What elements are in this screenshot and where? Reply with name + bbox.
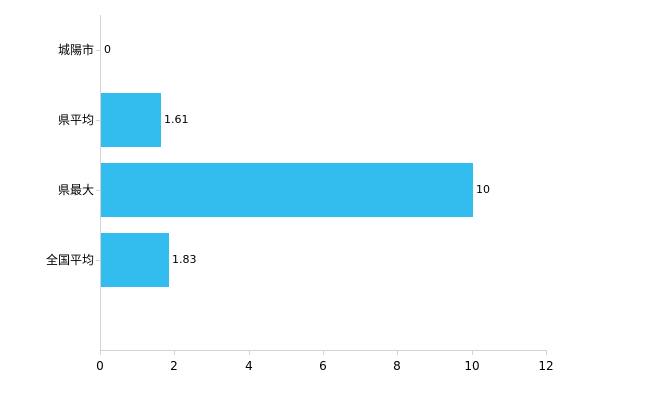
x-tick-mark xyxy=(472,350,473,355)
bar-segment xyxy=(101,233,169,287)
x-tick-label: 10 xyxy=(464,359,480,373)
x-tick-mark xyxy=(397,350,398,355)
x-tick-label: 6 xyxy=(319,359,327,373)
category-label: 城陽市 xyxy=(57,43,94,57)
value-label: 10 xyxy=(476,183,490,196)
category-label: 県平均 xyxy=(57,113,94,127)
x-tick-mark xyxy=(546,350,547,355)
x-tick-label: 0 xyxy=(96,359,104,373)
y-tick-mark xyxy=(96,50,100,51)
y-tick-mark xyxy=(96,190,100,191)
x-tick-label: 12 xyxy=(538,359,554,373)
bar-segment xyxy=(101,93,161,147)
y-tick-mark xyxy=(96,120,100,121)
x-tick-mark xyxy=(323,350,324,355)
value-label: 1.61 xyxy=(164,113,189,126)
x-tick-label: 4 xyxy=(245,359,253,373)
x-tick-label: 8 xyxy=(393,359,401,373)
value-label: 1.83 xyxy=(172,253,197,266)
x-tick-label: 2 xyxy=(170,359,178,373)
x-tick-mark xyxy=(100,350,101,355)
y-axis-line xyxy=(100,15,101,350)
category-label: 全国平均 xyxy=(45,253,94,267)
y-tick-mark xyxy=(96,260,100,261)
category-label: 県最大 xyxy=(57,183,94,197)
x-tick-mark xyxy=(249,350,250,355)
x-tick-mark xyxy=(174,350,175,355)
value-label: 0 xyxy=(104,43,111,56)
bar-segment xyxy=(101,163,473,217)
